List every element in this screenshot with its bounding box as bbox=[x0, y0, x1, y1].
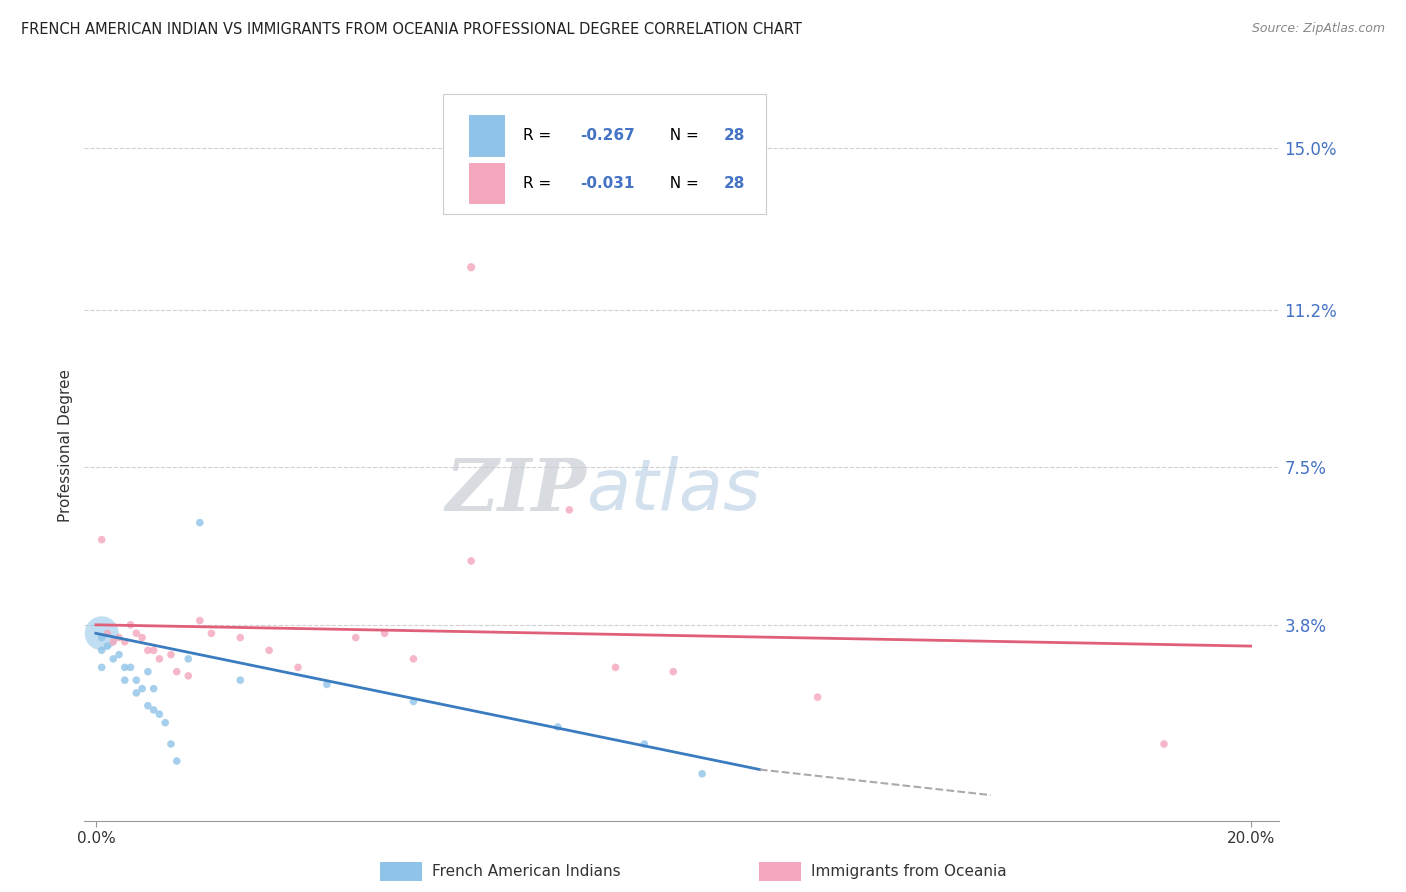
Point bbox=[142, 681, 165, 696]
Point bbox=[103, 652, 125, 666]
Text: Immigrants from Oceania: Immigrants from Oceania bbox=[811, 864, 1007, 879]
Point bbox=[229, 631, 252, 645]
Point bbox=[188, 516, 211, 530]
Point bbox=[402, 652, 425, 666]
Text: Source: ZipAtlas.com: Source: ZipAtlas.com bbox=[1251, 22, 1385, 36]
Text: -0.267: -0.267 bbox=[581, 128, 636, 144]
Point bbox=[108, 631, 131, 645]
Point bbox=[90, 626, 112, 640]
Text: atlas: atlas bbox=[586, 457, 761, 525]
Point bbox=[114, 660, 136, 674]
Point bbox=[136, 643, 159, 657]
Point bbox=[125, 626, 148, 640]
Point bbox=[90, 643, 112, 657]
Point bbox=[90, 533, 112, 547]
Text: -0.031: -0.031 bbox=[581, 176, 634, 191]
Text: 28: 28 bbox=[724, 128, 745, 144]
Point bbox=[136, 698, 159, 713]
Point bbox=[200, 626, 222, 640]
Point bbox=[114, 635, 136, 649]
Point bbox=[177, 652, 200, 666]
Point bbox=[125, 686, 148, 700]
Point bbox=[1153, 737, 1175, 751]
Point bbox=[148, 707, 170, 722]
Text: R =: R = bbox=[523, 128, 557, 144]
Point bbox=[136, 665, 159, 679]
Text: 28: 28 bbox=[724, 176, 745, 191]
Y-axis label: Professional Degree: Professional Degree bbox=[58, 369, 73, 523]
Point bbox=[103, 635, 125, 649]
Point bbox=[633, 737, 655, 751]
Point bbox=[806, 690, 828, 705]
Point bbox=[605, 660, 627, 674]
Point bbox=[460, 260, 482, 275]
Point bbox=[558, 503, 581, 517]
Point bbox=[114, 673, 136, 688]
Point bbox=[148, 652, 170, 666]
Point bbox=[90, 631, 112, 645]
Text: French American Indians: French American Indians bbox=[432, 864, 620, 879]
Point bbox=[125, 673, 148, 688]
Point bbox=[142, 643, 165, 657]
Point bbox=[166, 665, 188, 679]
Point bbox=[142, 703, 165, 717]
Point bbox=[131, 681, 153, 696]
Point bbox=[160, 648, 183, 662]
Point bbox=[402, 694, 425, 708]
Point bbox=[153, 715, 176, 730]
Point bbox=[108, 648, 131, 662]
Point bbox=[160, 737, 183, 751]
Point bbox=[166, 754, 188, 768]
Point bbox=[90, 660, 112, 674]
Point bbox=[460, 554, 482, 568]
Point bbox=[229, 673, 252, 688]
Text: N =: N = bbox=[661, 128, 704, 144]
Point bbox=[374, 626, 396, 640]
Text: ZIP: ZIP bbox=[446, 456, 586, 526]
Point bbox=[315, 677, 337, 691]
Point bbox=[96, 626, 118, 640]
FancyBboxPatch shape bbox=[470, 115, 505, 157]
Point bbox=[96, 639, 118, 653]
Point bbox=[177, 669, 200, 683]
Point bbox=[287, 660, 309, 674]
Point bbox=[690, 767, 713, 781]
Point bbox=[662, 665, 685, 679]
Point bbox=[188, 614, 211, 628]
Text: FRENCH AMERICAN INDIAN VS IMMIGRANTS FROM OCEANIA PROFESSIONAL DEGREE CORRELATIO: FRENCH AMERICAN INDIAN VS IMMIGRANTS FRO… bbox=[21, 22, 801, 37]
FancyBboxPatch shape bbox=[470, 162, 505, 203]
Text: R =: R = bbox=[523, 176, 557, 191]
Point bbox=[131, 631, 153, 645]
Point bbox=[257, 643, 280, 657]
Point bbox=[547, 720, 569, 734]
Point bbox=[120, 617, 142, 632]
FancyBboxPatch shape bbox=[443, 94, 766, 214]
Text: N =: N = bbox=[661, 176, 704, 191]
Point bbox=[120, 660, 142, 674]
Point bbox=[344, 631, 367, 645]
